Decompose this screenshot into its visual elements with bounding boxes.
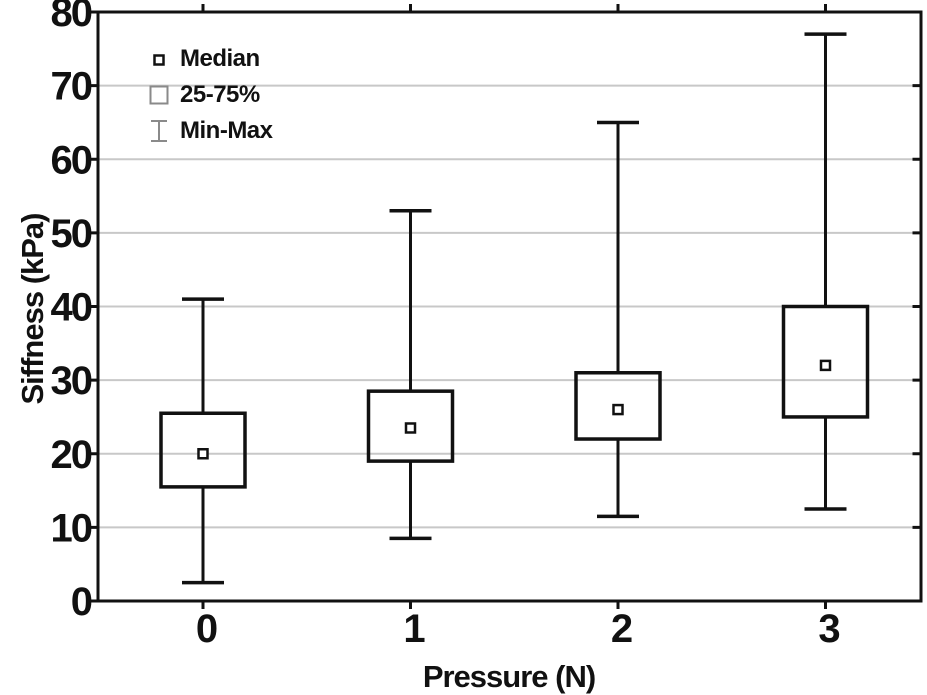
- y-tick-label: 70: [51, 65, 92, 109]
- median-marker: [404, 422, 417, 434]
- y-tick-label: 60: [51, 138, 92, 182]
- x-tick-label: 3: [818, 607, 839, 651]
- y-tick-label: 0: [71, 580, 92, 624]
- median-marker: [819, 359, 832, 372]
- median-marker-icon: [142, 41, 180, 77]
- y-axis-title: Siffness (kPa): [15, 213, 50, 405]
- x-axis-title: Pressure (N): [422, 659, 596, 694]
- y-tick-label: 50: [51, 212, 92, 256]
- y-tick-label: 80: [51, 0, 92, 35]
- x-tick-label: 2: [611, 607, 632, 651]
- whisker-icon: [142, 113, 180, 149]
- iqr-box-icon: [142, 77, 180, 113]
- legend-item-25-75: 25-75%: [142, 77, 273, 113]
- x-tick-label: 0: [196, 607, 217, 651]
- iqr-box: [781, 304, 870, 419]
- median-marker: [197, 448, 209, 460]
- y-tick-label: 10: [51, 506, 92, 550]
- legend-label-25-75: 25-75%: [180, 81, 260, 108]
- iqr-box: [159, 411, 247, 489]
- y-tick-label: 40: [51, 286, 92, 330]
- y-tick-label: 20: [51, 433, 92, 477]
- legend-item-median: Median: [142, 41, 273, 77]
- legend-item-min-max: Min-Max: [142, 113, 273, 149]
- plot-frame: [96, 10, 923, 603]
- legend-label-median: Median: [180, 45, 260, 72]
- median-marker: [612, 403, 624, 416]
- iqr-box: [366, 389, 455, 463]
- legend: Median 25-75% Min-Max: [142, 41, 273, 149]
- legend-label-min-max: Min-Max: [180, 117, 273, 144]
- x-tick-label: 1: [403, 607, 425, 651]
- y-tick-label: 30: [51, 359, 92, 403]
- iqr-box: [574, 371, 662, 441]
